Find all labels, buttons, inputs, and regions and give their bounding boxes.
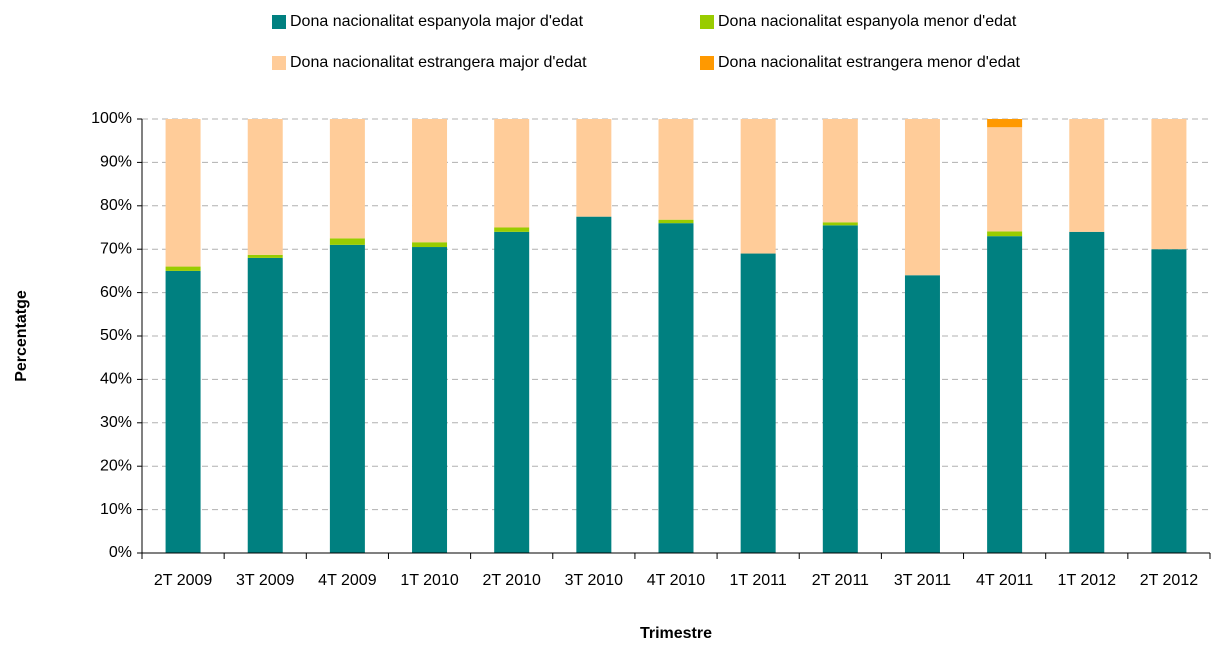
bar-segment (494, 227, 530, 232)
x-tick-label: 2T 2012 (1140, 572, 1199, 589)
x-tick-label: 1T 2011 (730, 572, 787, 589)
bar-segment (987, 231, 1023, 237)
y-tick-label: 10% (100, 501, 132, 518)
bar-segment (904, 119, 940, 276)
bar-segment (576, 216, 612, 553)
bar-segment (1069, 231, 1105, 553)
x-tick-label: 2T 2011 (812, 572, 869, 589)
bar-segment (822, 222, 858, 226)
bar-segment (329, 119, 365, 239)
bar-segment (987, 119, 1023, 128)
bar-segment (412, 247, 448, 553)
x-tick-label: 3T 2011 (894, 572, 951, 589)
y-tick-label: 60% (100, 284, 132, 301)
bar-segment (329, 244, 365, 554)
x-tick-label: 4T 2009 (318, 572, 377, 589)
bar-segment (412, 119, 448, 243)
y-tick-label: 70% (100, 240, 132, 257)
bar-segment (987, 127, 1023, 232)
y-tick-label: 90% (100, 154, 132, 171)
x-tick-label: 2T 2009 (154, 572, 213, 589)
legend-label: Dona nacionalitat estrangera major d'eda… (290, 54, 587, 71)
bar-segment (494, 231, 530, 553)
y-tick-label: 50% (100, 327, 132, 344)
bar-segment (165, 266, 201, 271)
y-tick-label: 80% (100, 197, 132, 214)
legend-label: Dona nacionalitat espanyola menor d'edat (718, 13, 1017, 30)
bar-segment (1151, 119, 1187, 250)
bar-segment (247, 254, 283, 258)
bar-segment (412, 242, 448, 248)
bar-segment (740, 119, 776, 254)
bar-segment (740, 253, 776, 554)
x-tick-label: 4T 2011 (976, 572, 1033, 589)
y-tick-label: 40% (100, 371, 132, 388)
bar-segment (165, 119, 201, 267)
y-axis-label: Percentatge (13, 290, 30, 382)
legend-swatch (272, 56, 286, 70)
bar-segment (576, 119, 612, 217)
bar-segment (1069, 119, 1105, 232)
x-tick-label: 3T 2010 (565, 572, 624, 589)
x-tick-label: 2T 2010 (482, 572, 541, 589)
x-tick-label: 3T 2009 (236, 572, 295, 589)
bar-segment (904, 275, 940, 553)
bar-segment (658, 223, 694, 553)
legend-swatch (700, 15, 714, 29)
y-tick-label: 20% (100, 457, 132, 474)
bar-segment (1151, 249, 1187, 553)
x-axis-label: Trimestre (640, 625, 712, 642)
legend-label: Dona nacionalitat estrangera menor d'eda… (718, 54, 1020, 71)
x-tick-label: 1T 2010 (400, 572, 459, 589)
legend-swatch (700, 56, 714, 70)
legend-label: Dona nacionalitat espanyola major d'edat (290, 13, 584, 30)
y-tick-label: 30% (100, 414, 132, 431)
legend-swatch (272, 15, 286, 29)
y-tick-label: 100% (91, 110, 132, 127)
bar-segment (987, 236, 1023, 553)
bar-segment (658, 119, 694, 220)
x-tick-label: 4T 2010 (647, 572, 706, 589)
x-tick-label: 1T 2012 (1058, 572, 1117, 589)
bar-segment (247, 257, 283, 553)
bar-segment (658, 219, 694, 224)
y-tick-label: 0% (109, 544, 132, 561)
bar-segment (329, 238, 365, 245)
bar-segment (822, 225, 858, 553)
bar-segment (165, 270, 201, 553)
bar-segment (822, 119, 858, 223)
bar-segment (494, 119, 530, 228)
bar-segment (247, 119, 283, 255)
